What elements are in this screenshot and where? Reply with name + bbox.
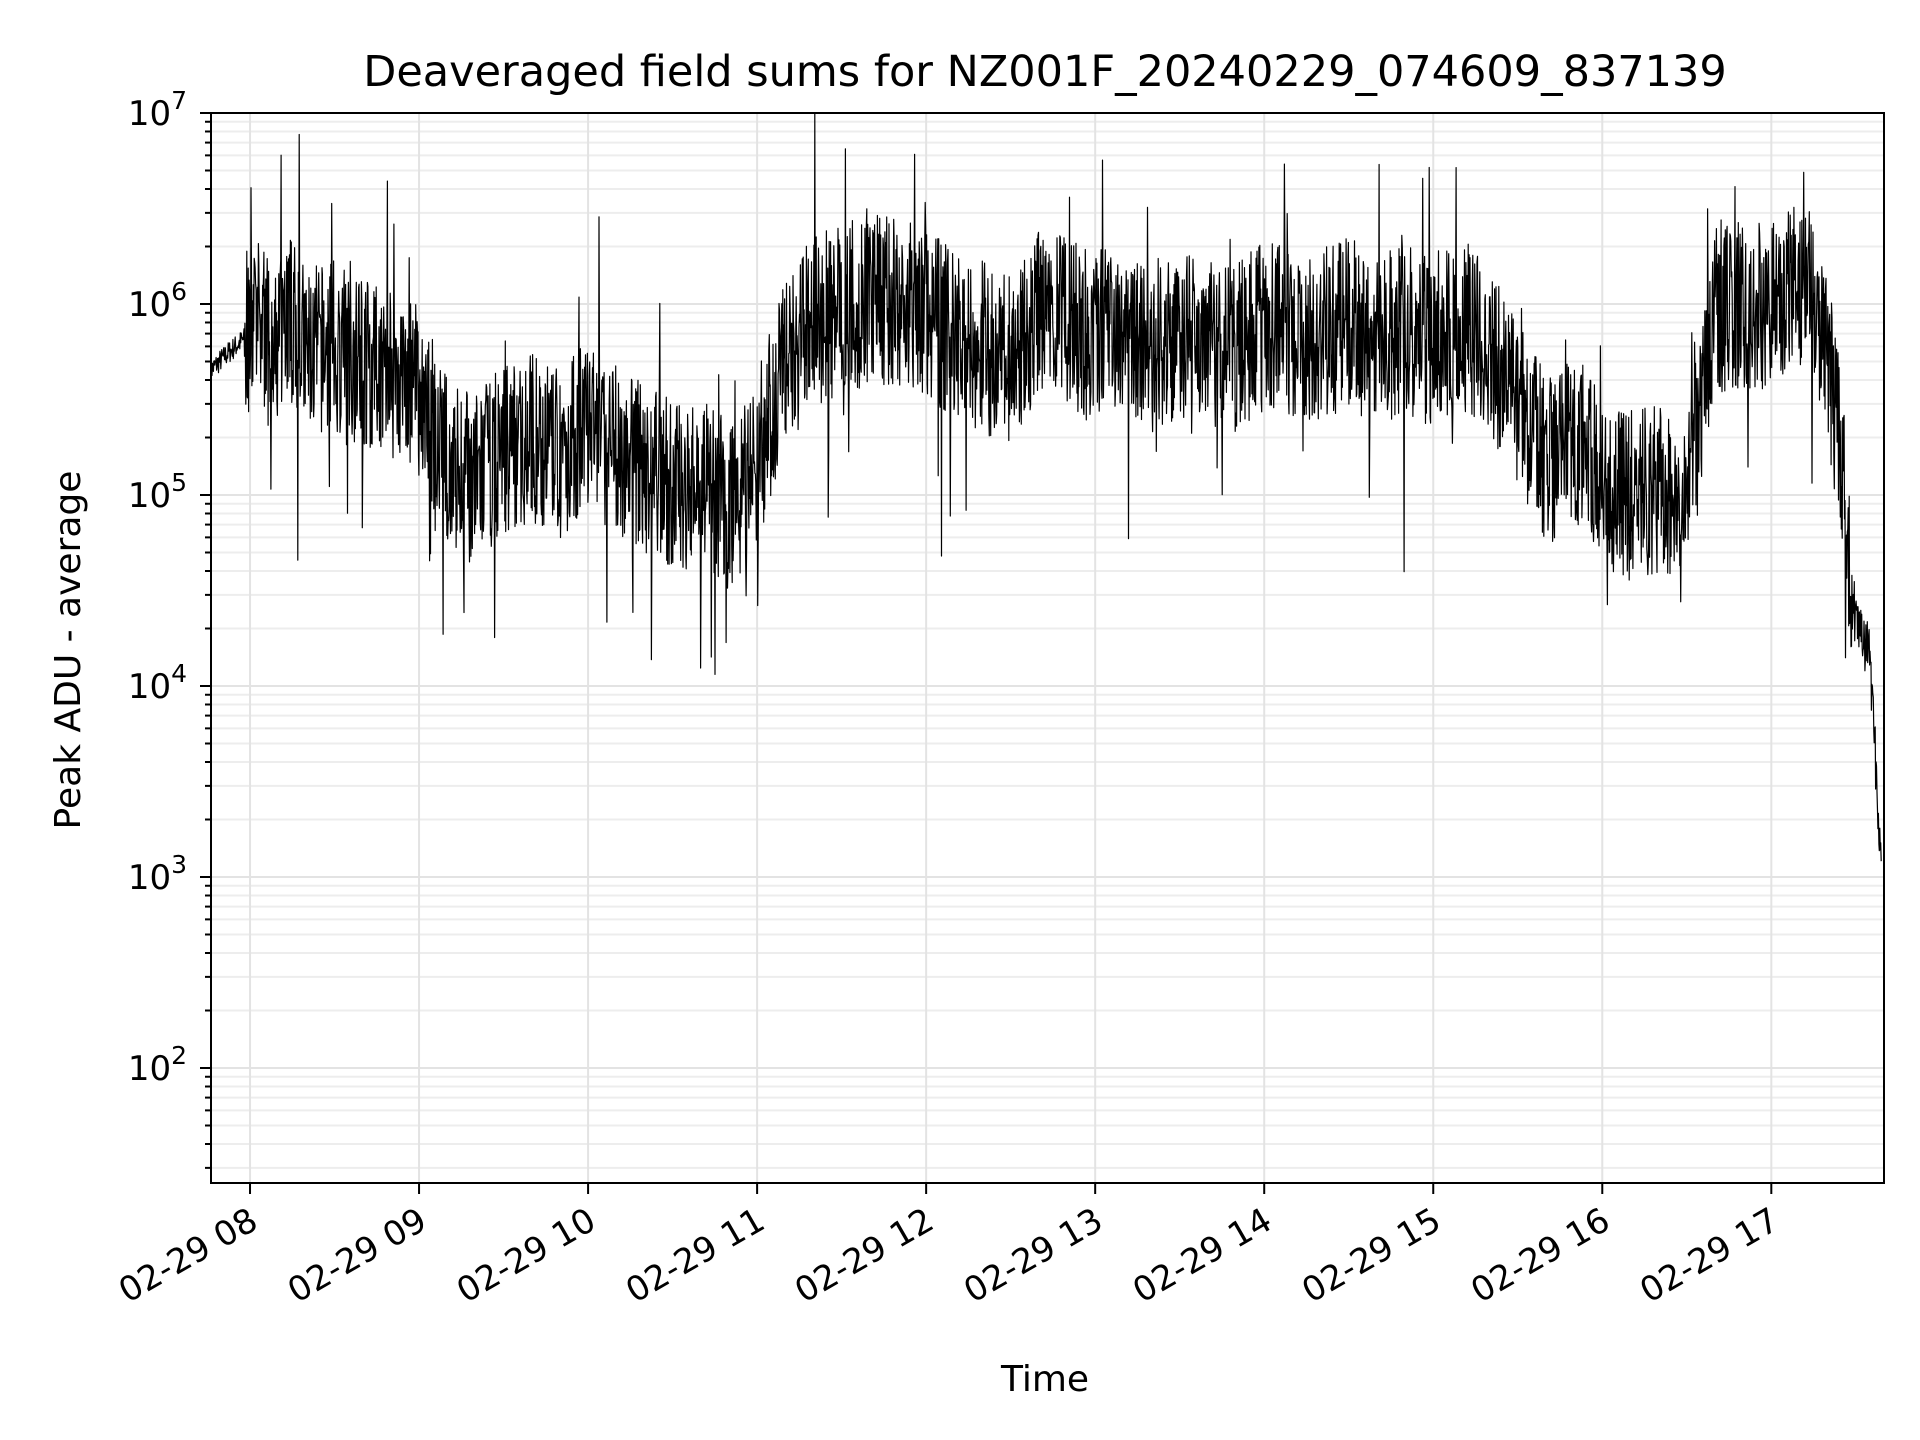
- x-axis-label: Time: [1000, 1359, 1089, 1400]
- y-tick-label: 103: [128, 850, 187, 898]
- y-tick-label: 106: [128, 277, 187, 325]
- y-tick-label: 107: [128, 86, 187, 134]
- plot-area: [210, 112, 1882, 862]
- y-tick-label: 105: [128, 468, 187, 516]
- chart-title: Deaveraged field sums for NZ001F_2024022…: [363, 47, 1727, 97]
- y-axis-label: Peak ADU - average: [48, 471, 89, 830]
- plot-frame: [210, 112, 1885, 1184]
- y-tick-label: 104: [128, 659, 187, 707]
- series-line: [210, 112, 1882, 862]
- y-tick-label: 102: [128, 1041, 187, 1089]
